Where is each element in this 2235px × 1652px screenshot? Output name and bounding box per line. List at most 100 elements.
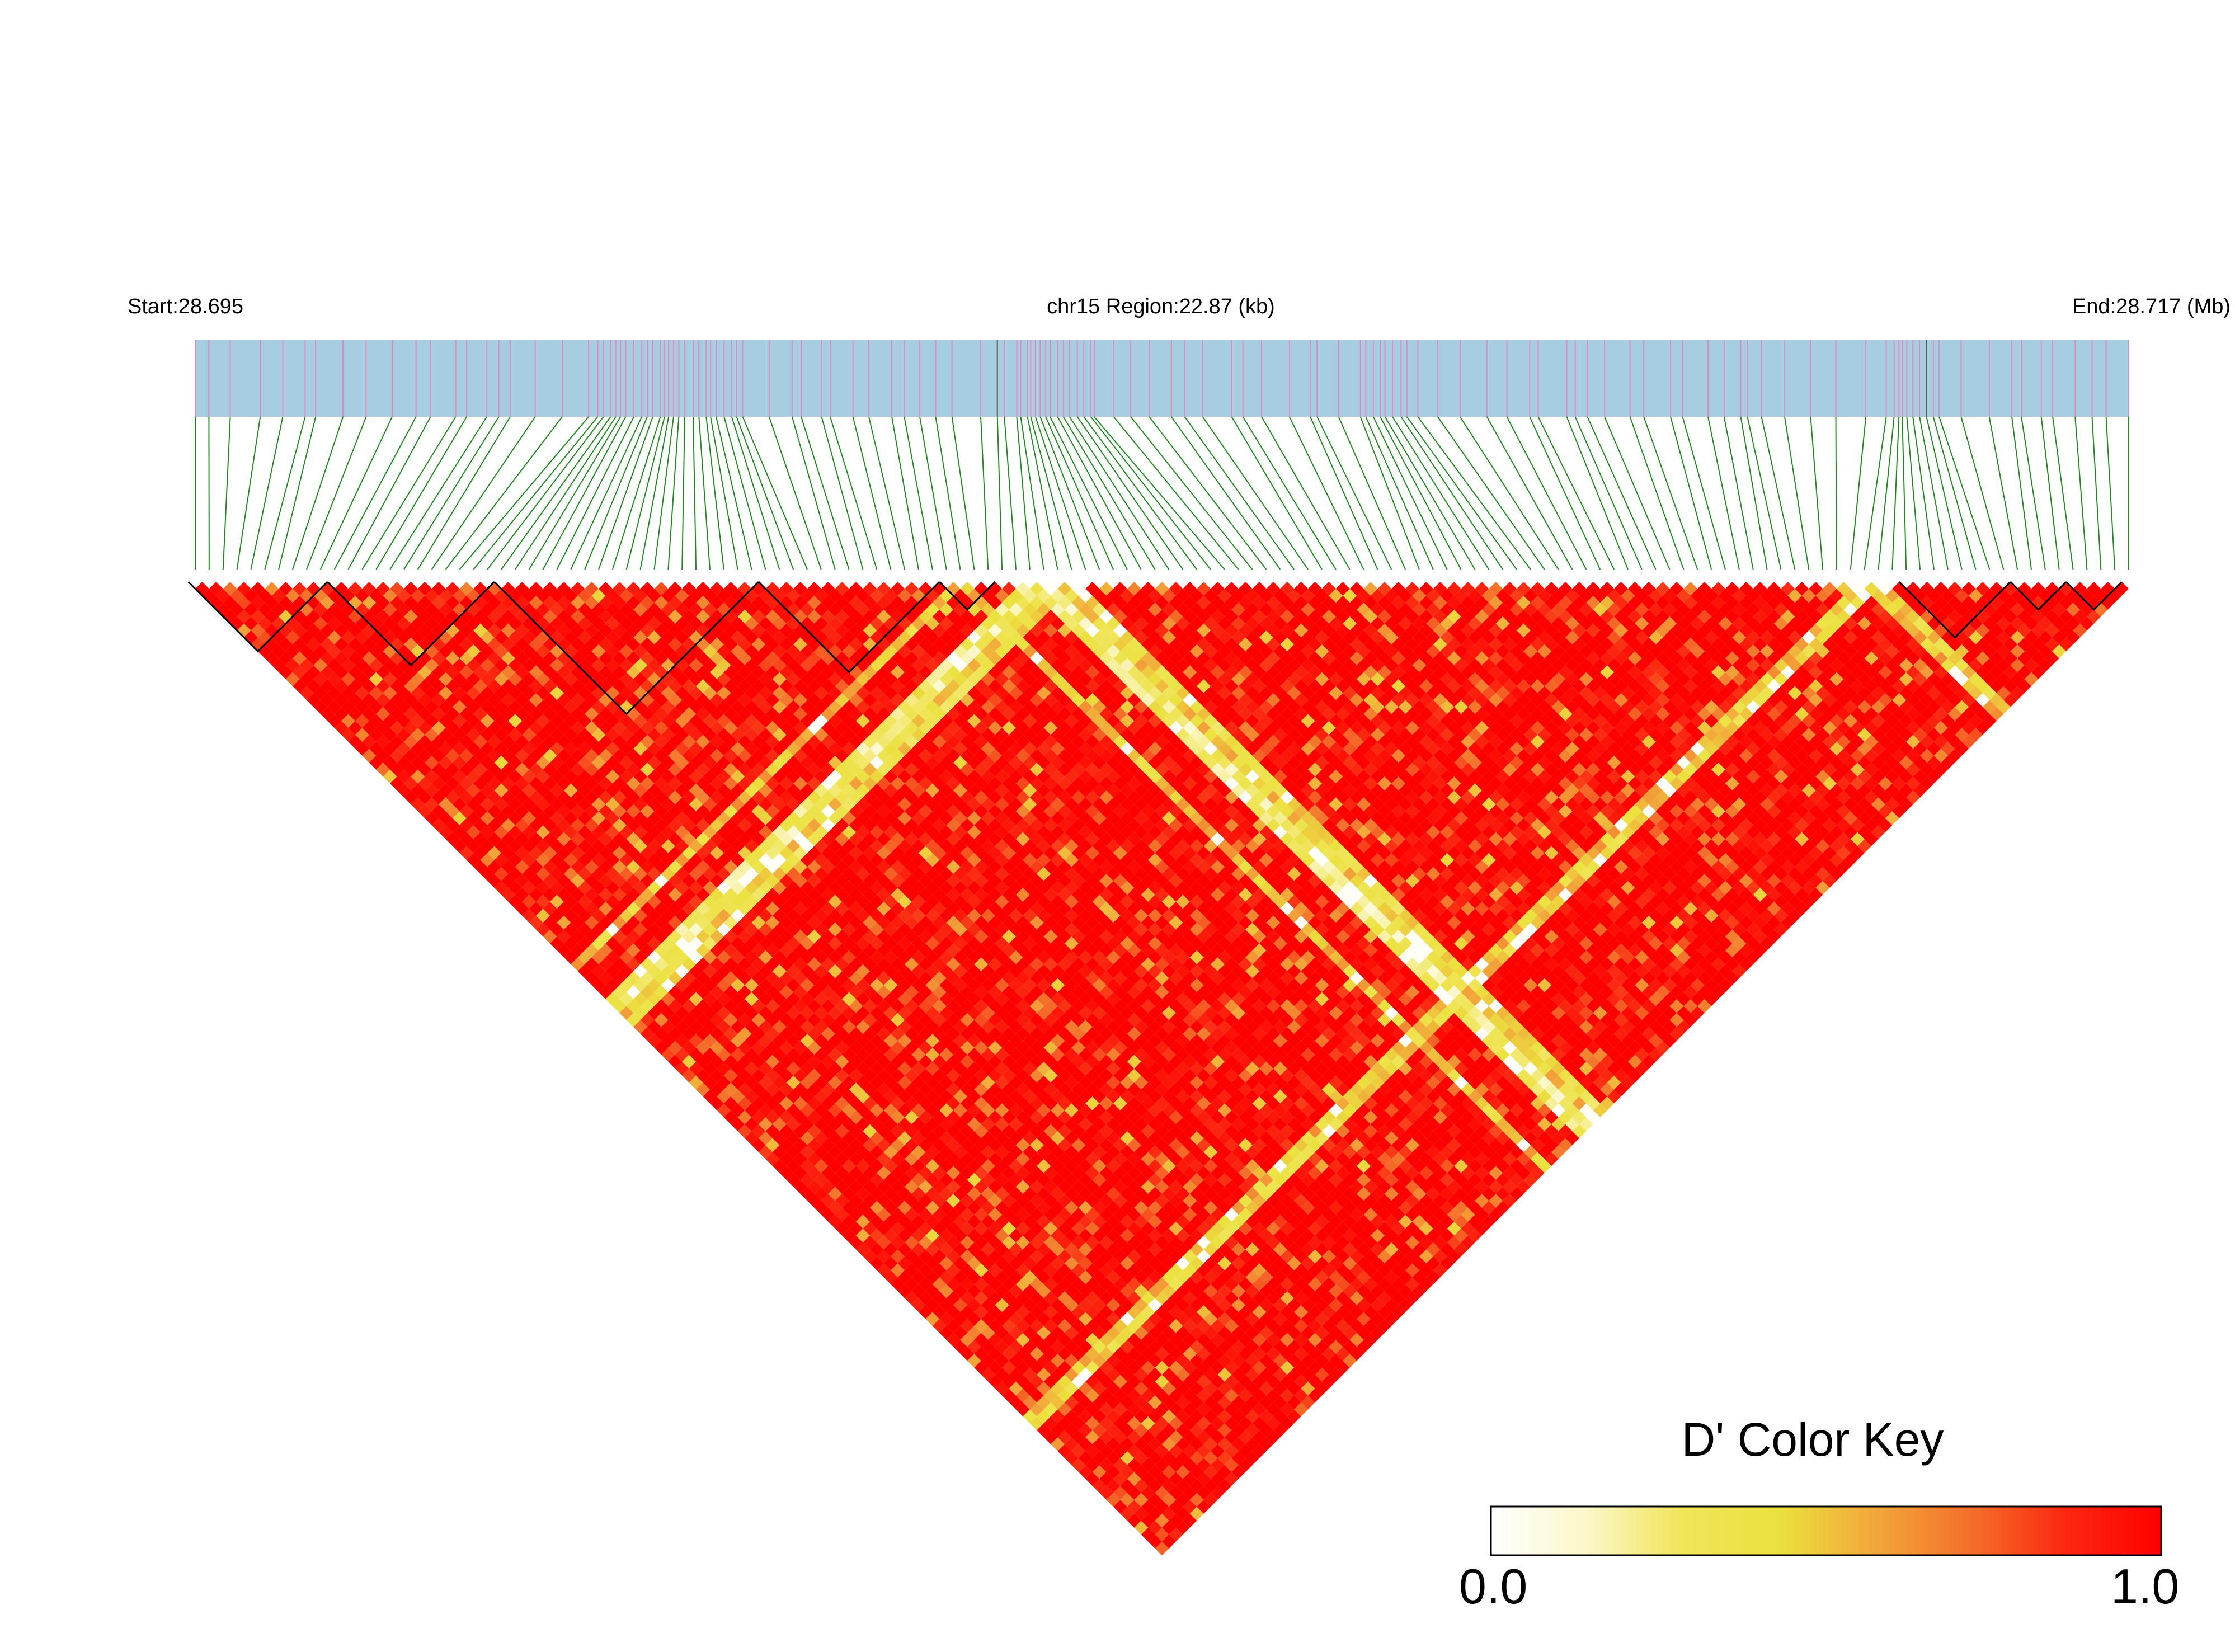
- snp-connector: [1392, 416, 1490, 570]
- snp-connector: [1016, 416, 1031, 570]
- snp-connector: [542, 416, 627, 570]
- snp-connector: [705, 416, 724, 570]
- ld-cell: [821, 1096, 835, 1110]
- snp-connector: [829, 416, 878, 570]
- snp-connector: [1310, 416, 1378, 570]
- ld-cell: [877, 1235, 891, 1250]
- ld-cell: [529, 901, 543, 916]
- snp-connector: [1926, 416, 1963, 570]
- snp-connector: [1938, 416, 1991, 570]
- ld-cell: [501, 832, 515, 846]
- ld-cell: [529, 874, 543, 888]
- snp-connector: [1372, 416, 1448, 570]
- ld-cell: [939, 1201, 954, 1215]
- region-end-label: End:28.717 (Mb): [2072, 295, 2231, 318]
- ld-cell: [473, 832, 488, 846]
- ld-cell: [758, 1061, 773, 1076]
- snp-connector: [904, 416, 933, 570]
- snp-connector: [1707, 416, 1740, 570]
- ld-cell: [251, 595, 265, 610]
- snp-connector: [1130, 416, 1253, 570]
- snp-connector: [1810, 416, 1824, 570]
- ld-cell: [473, 721, 488, 735]
- ld-cell: [251, 582, 265, 596]
- snp-connector: [1723, 416, 1754, 570]
- ld-cell: [1002, 1263, 1016, 1278]
- ld-cell: [640, 915, 655, 930]
- ld-cell: [1002, 1361, 1016, 1375]
- ld-cell: [577, 867, 592, 881]
- snp-connector: [1076, 416, 1184, 570]
- snp-connector: [1062, 416, 1156, 570]
- ld-cell: [265, 609, 279, 624]
- ld-cell: [293, 609, 307, 624]
- snp-connector: [487, 416, 604, 570]
- snp-connector: [742, 416, 808, 570]
- snp-connector: [667, 416, 680, 570]
- snp-connector: [868, 416, 906, 570]
- snp-connector: [1919, 416, 1949, 570]
- ld-cell: [251, 623, 265, 638]
- ld-cell: [265, 582, 279, 596]
- snp-connector: [1050, 416, 1128, 570]
- ld-cell: [320, 693, 335, 707]
- ld-cell: [821, 1069, 835, 1083]
- ld-cell: [209, 582, 223, 596]
- ld-cell: [501, 818, 515, 832]
- snp-connector: [1960, 416, 2005, 570]
- ld-cell: [821, 1193, 835, 1208]
- snp-connector: [1090, 416, 1211, 570]
- ld-cell: [293, 651, 307, 666]
- ld-cell: [383, 672, 397, 686]
- ld-cell: [640, 943, 655, 958]
- ld-cell: [939, 1326, 954, 1340]
- ld-cell: [320, 637, 335, 652]
- ld-cell: [1120, 1409, 1135, 1424]
- snp-connector: [1643, 416, 1698, 570]
- snp-connector: [1906, 416, 1921, 570]
- snp-connector: [1261, 416, 1351, 570]
- ld-cell: [383, 616, 397, 631]
- ld-cell: [758, 1047, 773, 1062]
- snp-connector: [333, 416, 417, 570]
- snp-connector: [693, 416, 697, 570]
- ld-cell: [1211, 1486, 1225, 1500]
- ld-cell: [320, 665, 335, 680]
- snp-connector: [1113, 416, 1239, 570]
- ld-cell: [237, 595, 251, 610]
- ld-cell: [501, 804, 515, 818]
- snp-connector: [389, 416, 487, 570]
- snp-connector: [1170, 416, 1281, 570]
- ld-cell: [439, 741, 453, 756]
- ld-cell: [577, 950, 592, 964]
- snp-connector: [1365, 416, 1434, 570]
- snp-connector: [1529, 416, 1601, 570]
- snp-connector: [1316, 416, 1392, 570]
- ld-cell: [821, 1180, 835, 1194]
- ld-cell: [939, 1312, 954, 1326]
- ld-cell: [577, 825, 592, 839]
- snp-connector: [639, 416, 670, 570]
- ld-cell: [877, 1193, 891, 1208]
- ld-cell: [1002, 1291, 1016, 1305]
- snp-connector: [611, 416, 661, 570]
- snp-position-track: [195, 340, 2129, 417]
- snp-connector: [1912, 416, 1935, 570]
- ld-cell: [939, 1256, 954, 1270]
- snp-connector: [1288, 416, 1364, 570]
- snp-connector: [361, 416, 457, 570]
- ld-cell: [439, 714, 453, 728]
- ld-cell: [529, 832, 543, 846]
- snp-connector: [1988, 416, 2018, 570]
- ld-cell: [411, 797, 425, 812]
- ld-cell: [473, 763, 488, 777]
- snp-connector: [716, 416, 752, 570]
- snp-connector: [2105, 416, 2116, 570]
- ld-cell: [383, 728, 397, 742]
- snp-connector: [1149, 416, 1267, 570]
- ld-cell: [411, 755, 425, 770]
- snp-connector: [1902, 416, 1907, 570]
- ld-cell: [348, 623, 363, 638]
- ld-cell: [1120, 1395, 1135, 1410]
- ld-cell: [696, 957, 710, 972]
